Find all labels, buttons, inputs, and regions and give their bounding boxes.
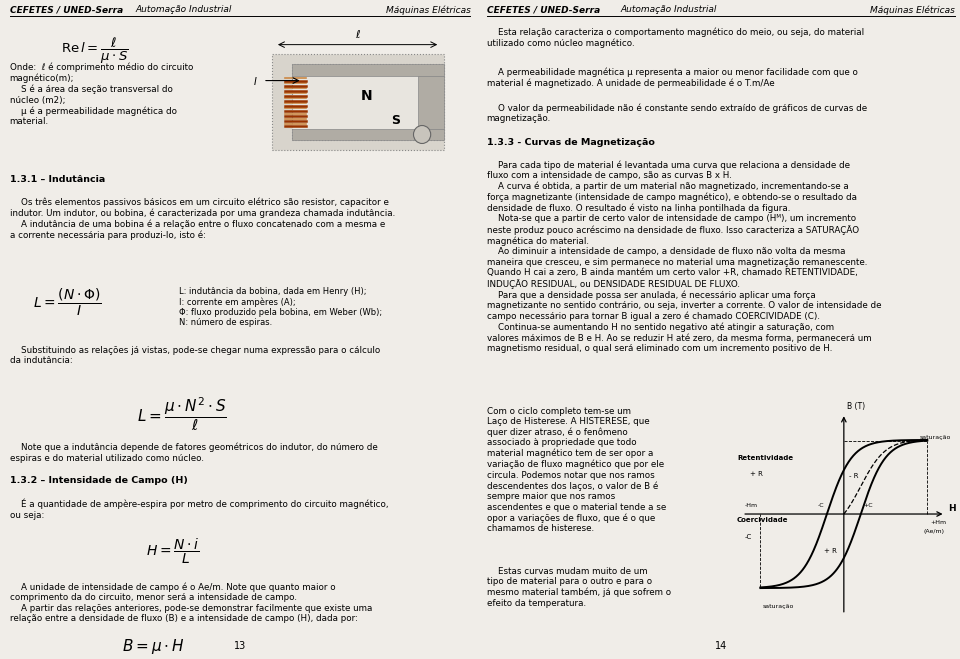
Text: Coercividade: Coercividade (737, 517, 788, 523)
Ellipse shape (414, 125, 431, 144)
Text: CEFETES / UNED-Serra: CEFETES / UNED-Serra (487, 5, 600, 14)
Text: H: H (948, 504, 956, 513)
Text: + R: + R (750, 471, 763, 476)
Text: S: S (391, 113, 400, 127)
Text: $L = \dfrac{(N \cdot \Phi)}{I}$: $L = \dfrac{(N \cdot \Phi)}{I}$ (33, 287, 102, 318)
Text: É a quantidade de ampère-espira por metro de comprimento do circuito magnético,
: É a quantidade de ampère-espira por metr… (10, 499, 388, 520)
Text: $\ell$: $\ell$ (354, 28, 361, 40)
Text: L: indutância da bobina, dada em Henry (H);
I: corrente em ampères (A);
Φ: fluxo: L: indutância da bobina, dada em Henry (… (179, 287, 382, 328)
Text: Automação Industrial: Automação Industrial (135, 5, 231, 14)
Text: Para cada tipo de material é levantada uma curva que relaciona a densidade de
fl: Para cada tipo de material é levantada u… (487, 160, 881, 353)
Text: Máquinas Elétricas: Máquinas Elétricas (386, 5, 470, 14)
Text: B (T): B (T) (847, 402, 865, 411)
Text: Esta relação caracteriza o comportamento magnético do meio, ou seja, do material: Esta relação caracteriza o comportamento… (487, 28, 864, 48)
Text: Note que a indutância depende de fatores geométricos do indutor, do número de
es: Note que a indutância depende de fatores… (10, 443, 377, 463)
Text: $L = \dfrac{\mu \cdot N^2 \cdot S}{\ell}$: $L = \dfrac{\mu \cdot N^2 \cdot S}{\ell}… (136, 395, 227, 433)
Text: -Hm: -Hm (745, 503, 757, 507)
Text: 1.3.1 – Indutância: 1.3.1 – Indutância (10, 175, 105, 184)
Text: -C: -C (818, 503, 825, 507)
Text: $H = \dfrac{N \cdot i}{L}$: $H = \dfrac{N \cdot i}{L}$ (146, 537, 200, 567)
Text: O valor da permeabilidade não é constante sendo extraído de gráficos de curvas d: O valor da permeabilidade não é constant… (487, 103, 867, 123)
Polygon shape (292, 64, 444, 76)
Text: +Hm: +Hm (930, 521, 946, 525)
Text: N: N (360, 89, 372, 103)
Text: + R: + R (825, 548, 837, 554)
Text: Automação Industrial: Automação Industrial (620, 5, 716, 14)
Text: CEFETES / UNED-Serra: CEFETES / UNED-Serra (10, 5, 123, 14)
Text: Substituindo as relações já vistas, pode-se chegar numa expressão para o cálculo: Substituindo as relações já vistas, pode… (10, 346, 380, 365)
Text: - R: - R (849, 473, 858, 479)
Text: +C: +C (863, 503, 873, 507)
Text: saturação: saturação (763, 604, 795, 609)
Text: -C: -C (745, 534, 752, 540)
Polygon shape (292, 129, 444, 140)
Text: Os três elementos passivos básicos em um circuito elétrico são resistor, capacit: Os três elementos passivos básicos em um… (10, 198, 395, 240)
Text: 13: 13 (234, 641, 246, 651)
Polygon shape (292, 64, 444, 140)
Text: Onde:  ℓ é comprimento médio do circuito
magnético(m);
    S é a área da seção t: Onde: ℓ é comprimento médio do circuito … (10, 63, 193, 126)
Text: saturação: saturação (920, 435, 950, 440)
Text: 1.3.2 – Intensidade de Campo (H): 1.3.2 – Intensidade de Campo (H) (10, 476, 187, 485)
Text: Com o ciclo completo tem-se um
Laço de Histerese. A HISTERESE, que
quer dizer at: Com o ciclo completo tem-se um Laço de H… (487, 407, 666, 533)
Text: Máquinas Elétricas: Máquinas Elétricas (871, 5, 955, 14)
Text: $B = \mu \cdot H$: $B = \mu \cdot H$ (123, 637, 185, 656)
Text: $\mathrm{Re}\,l = \dfrac{\ell}{\mu \cdot S}$: $\mathrm{Re}\,l = \dfrac{\ell}{\mu \cdot… (61, 36, 129, 67)
Text: 1.3.3 - Curvas de Magnetização: 1.3.3 - Curvas de Magnetização (487, 138, 655, 148)
Text: (Ae/m): (Ae/m) (924, 529, 944, 534)
Text: 14: 14 (715, 641, 727, 651)
Text: A unidade de intensidade de campo é o Ae/m. Note que quanto maior o
comprimento : A unidade de intensidade de campo é o Ae… (10, 583, 372, 623)
Text: $I$: $I$ (253, 74, 258, 86)
Text: Retentividade: Retentividade (737, 455, 793, 461)
Text: A permeabilidade magnética μ representa a maior ou menor facilidade com que o
ma: A permeabilidade magnética μ representa … (487, 67, 857, 88)
Polygon shape (272, 54, 444, 150)
Polygon shape (418, 76, 444, 129)
Text: Estas curvas mudam muito de um
tipo de material para o outro e para o
mesmo mate: Estas curvas mudam muito de um tipo de m… (487, 567, 671, 608)
